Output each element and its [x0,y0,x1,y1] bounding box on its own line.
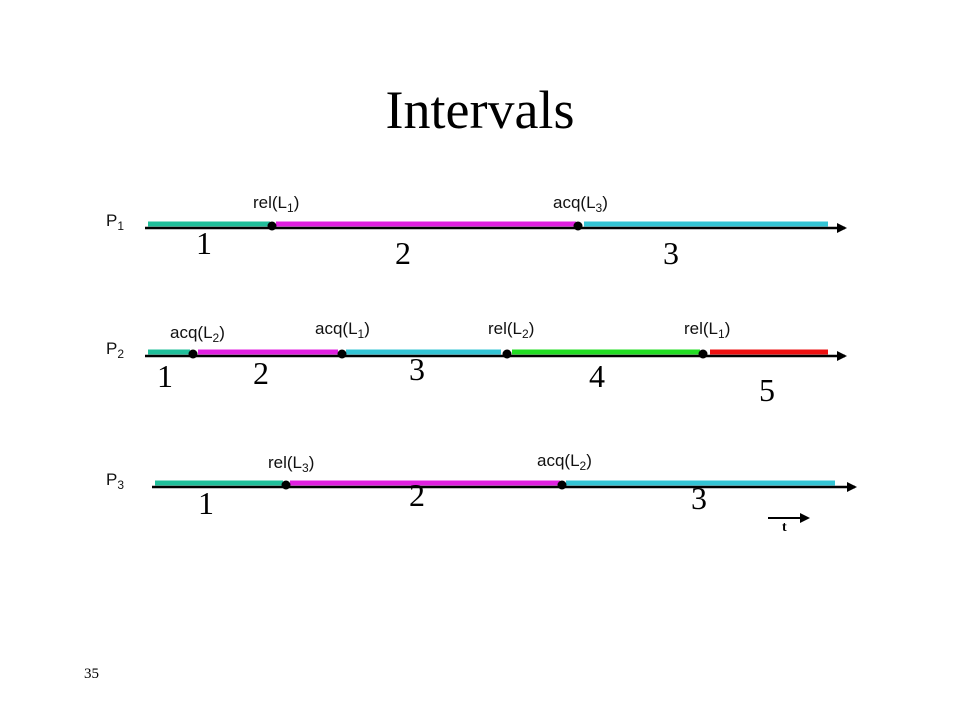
event-label: rel(L3) [268,453,314,475]
interval-number: 4 [589,358,605,394]
event-label-close: ) [219,323,225,342]
event-label-text: acq(L [315,319,358,338]
event-label: rel(L1) [253,193,299,215]
event-label-sub: 2 [522,327,529,341]
process-label: P2 [106,339,124,361]
process-label: P3 [106,470,124,492]
event-dot [188,349,198,359]
event-label-text: rel(L [253,193,287,212]
event-label: acq(L1) [315,319,370,341]
event-label-sub: 1 [287,201,294,215]
event-label-close: ) [364,319,370,338]
interval-number: 3 [409,351,425,387]
event-label-text: rel(L [268,453,302,472]
interval-number: 2 [409,477,425,513]
interval-number: 1 [198,485,214,521]
event-dot [267,221,277,231]
event-dot [557,480,567,490]
event-label-text: rel(L [684,319,718,338]
interval-number: 2 [253,355,269,391]
process-label-sub: 1 [117,219,124,233]
interval-number: 1 [157,358,173,394]
process-label: P1 [106,211,124,233]
event-label-text: acq(L [537,451,580,470]
event-dot [573,221,583,231]
page-number: 35 [84,666,99,682]
event-label-close: ) [586,451,592,470]
process-label-text: P [106,470,117,489]
event-label: rel(L2) [488,319,534,341]
event-dot [698,349,708,359]
interval-number: 3 [663,235,679,271]
title: Intervals [386,80,575,140]
event-label-text: acq(L [553,193,596,212]
interval-number: 1 [196,225,212,261]
event-label-close: ) [309,453,315,472]
event-label-close: ) [725,319,731,338]
event-label: acq(L3) [553,193,608,215]
process-label-text: P [106,339,117,358]
event-label-sub: 2 [213,331,220,345]
event-label-text: rel(L [488,319,522,338]
time-label: t [782,520,787,535]
event-label-sub: 2 [580,459,587,473]
event-label-text: acq(L [170,323,213,342]
interval-number: 5 [759,372,775,408]
event-dot [502,349,512,359]
event-label-close: ) [529,319,535,338]
event-label: acq(L2) [537,451,592,473]
event-label-close: ) [602,193,608,212]
process-label-text: P [106,211,117,230]
interval-number: 2 [395,235,411,271]
event-label: rel(L1) [684,319,730,341]
process-label-sub: 3 [117,478,124,492]
interval-number: 3 [691,480,707,516]
event-dot [281,480,291,490]
process-label-sub: 2 [117,347,124,361]
event-label-close: ) [294,193,300,212]
event-dot [337,349,347,359]
event-label-sub: 3 [596,201,603,215]
event-label-sub: 1 [718,327,725,341]
event-label-sub: 1 [358,327,365,341]
event-label-sub: 3 [302,461,309,475]
event-label: acq(L2) [170,323,225,345]
